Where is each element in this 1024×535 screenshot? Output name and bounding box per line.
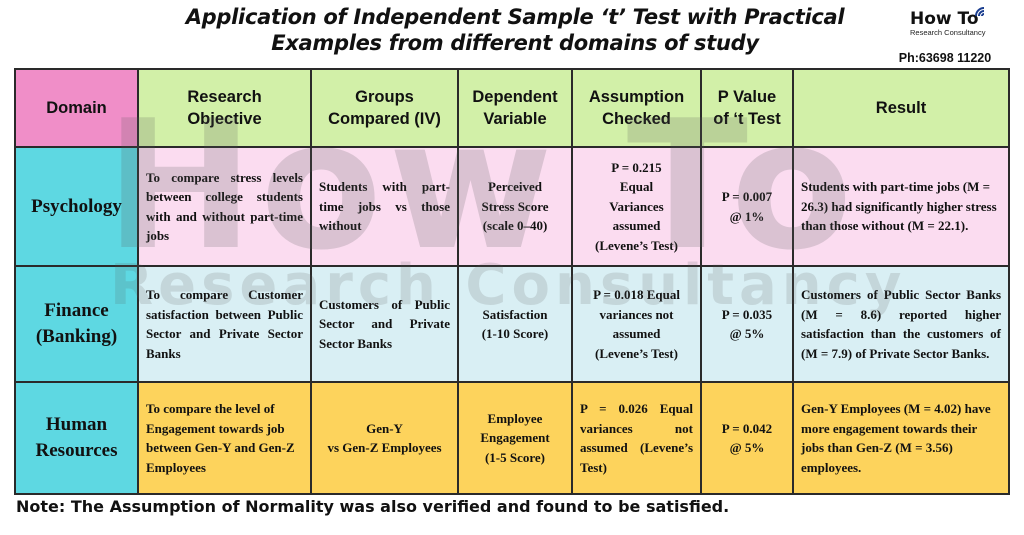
domain-cell: Psychology (14, 146, 139, 267)
domain-cell: Finance (Banking) (14, 265, 139, 383)
title-line-1: Application of Independent Sample ‘t’ Te… (185, 5, 845, 29)
assumption-cell: P = 0.018 Equal variances not assumed (Leve… (571, 265, 702, 383)
brand-logo: How To Research Consultancy (910, 7, 994, 44)
header-domain: Domain (14, 68, 139, 148)
brand-tagline: Research Consultancy (910, 28, 986, 37)
dependent-cell: Employee Engagement (1-5 Score) (457, 381, 573, 495)
phone-number: Ph:63698 11220 (898, 51, 992, 65)
domain-cell: Human Resources (14, 381, 139, 495)
header-row: Domain Research Objective Groups Compared … (14, 68, 1010, 148)
dependent-cell: Perceived Stress Score (scale 0–40) (457, 146, 573, 267)
p-value-cell: P = 0.042 @ 5% (700, 381, 794, 495)
header-dependent-variable: Dependent Variable (457, 68, 573, 148)
groups-cell: Customers of Public Sector and Private S… (310, 265, 459, 383)
groups-cell: Gen-Y vs Gen-Z Employees (310, 381, 459, 495)
p-value-cell: P = 0.035 @ 5% (700, 265, 794, 383)
header-research-objective: Research Objective (137, 68, 312, 148)
title-line-2: Examples from different domains of study (271, 31, 759, 55)
assumption-cell: P = 0.215 Equal Variances assumed (Levene’s … (571, 146, 702, 267)
header-assumption-checked: Assumption Checked (571, 68, 702, 148)
table-row: Psychology To compare stress levels betw… (14, 146, 1010, 267)
signal-icon (975, 7, 985, 17)
brand-name: How To (910, 9, 979, 29)
objective-cell: To compare the level of Engagement towar… (137, 381, 312, 495)
result-cell: Gen-Y Employees (M = 4.02) have more eng… (792, 381, 1010, 495)
header-p-value: P Value of ‘t Test (700, 68, 794, 148)
table-row: Human Resources To compare the level of E… (14, 381, 1010, 495)
t-test-table: Domain Research Objective Groups Compared … (14, 68, 1010, 495)
table-row: Finance (Banking) To compare Customer sat… (14, 265, 1010, 383)
footnote: Note: The Assumption of Normality was al… (16, 497, 730, 516)
dependent-cell: Satisfaction (1-10 Score) (457, 265, 573, 383)
groups-cell: Students with part-time jobs vs those wi… (310, 146, 459, 267)
assumption-cell: P = 0.026 Equal variances not assumed (L… (571, 381, 702, 495)
header-groups-compared: Groups Compared (IV) (310, 68, 459, 148)
p-value-cell: P = 0.007 @ 1% (700, 146, 794, 267)
objective-cell: To compare stress levels between college… (137, 146, 312, 267)
result-cell: Students with part-time jobs (M = 26.3) … (792, 146, 1010, 267)
result-cell: Customers of Public Sector Banks (M = 8.… (792, 265, 1010, 383)
page-title: Application of Independent Sample ‘t’ Te… (150, 4, 880, 56)
objective-cell: To compare Customer satisfaction between… (137, 265, 312, 383)
header-result: Result (792, 68, 1010, 148)
